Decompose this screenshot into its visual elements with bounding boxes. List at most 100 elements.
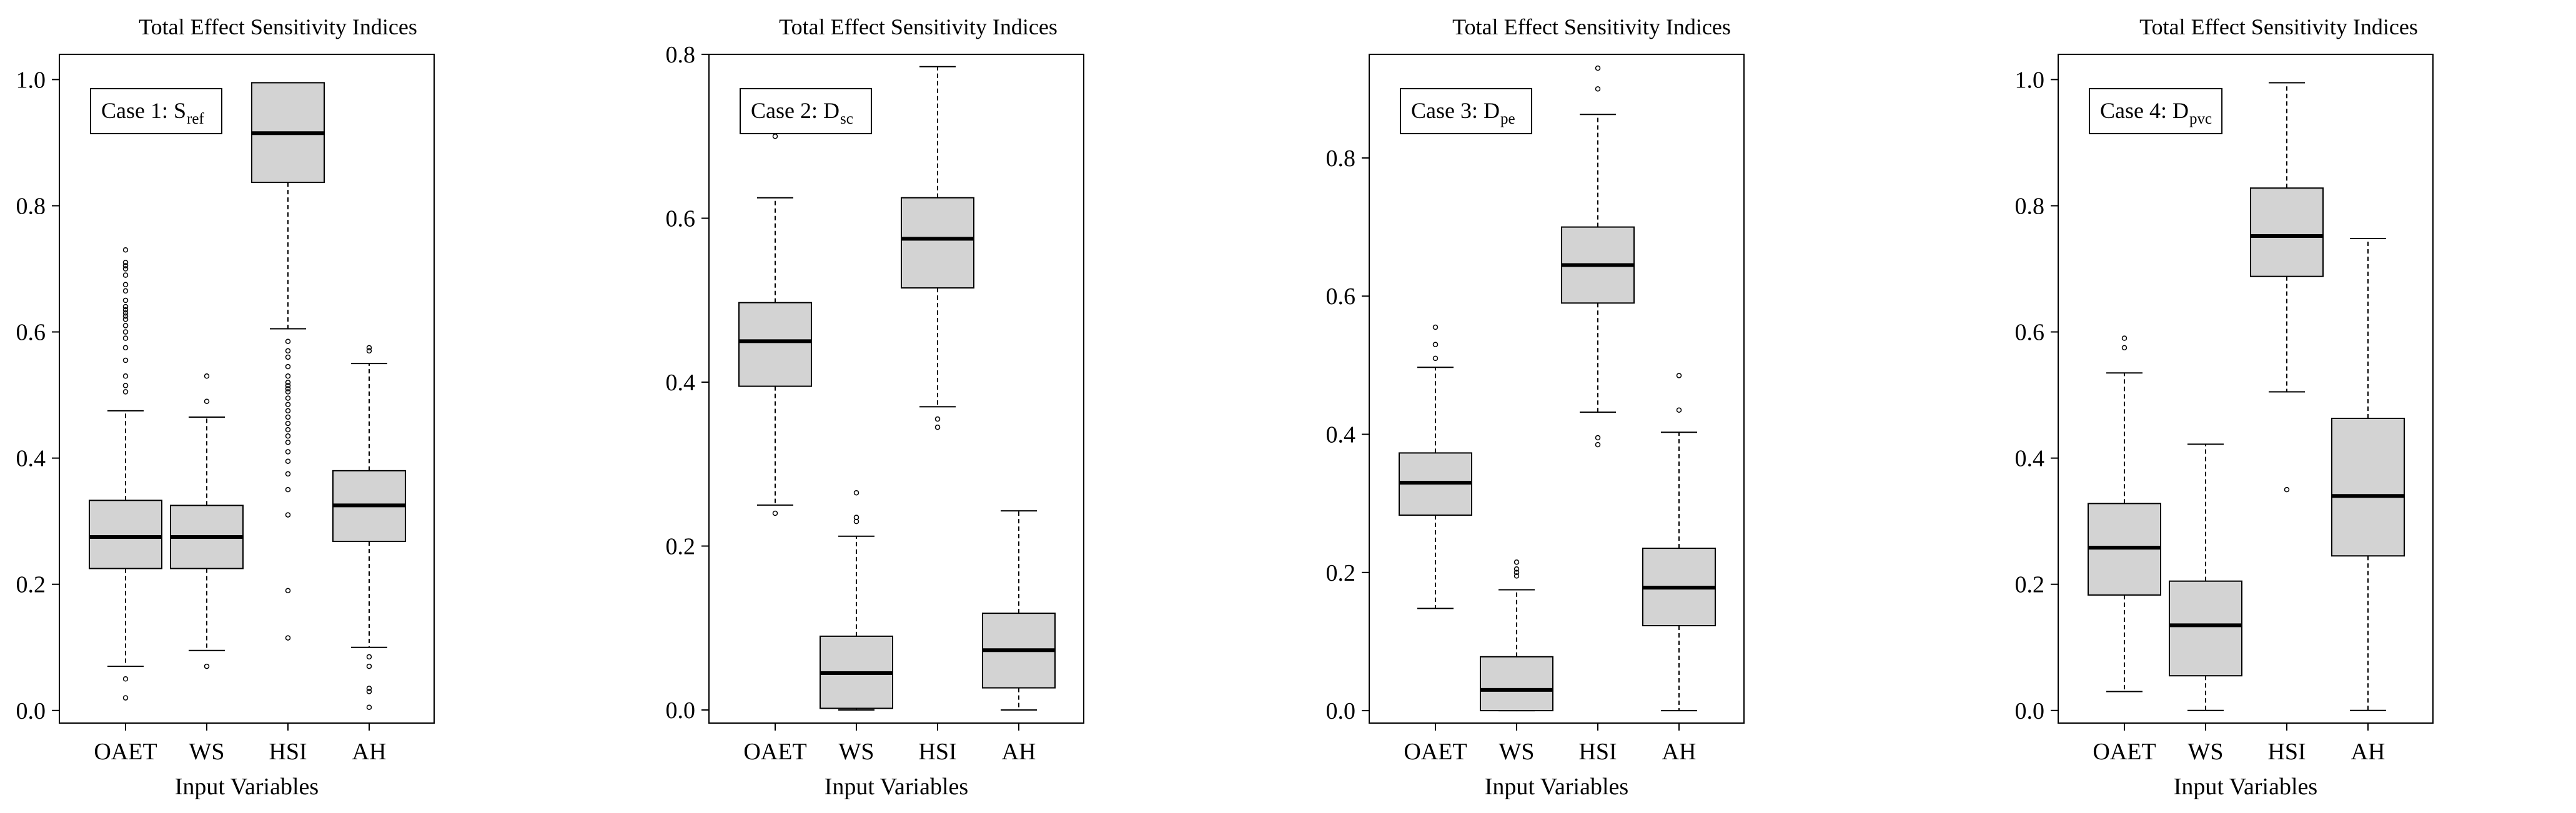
outlier-point [122, 272, 129, 278]
y-tick-label: 1.0 [2015, 67, 2045, 93]
outlier-point [285, 386, 291, 392]
outlier-point [1432, 324, 1439, 330]
box-ah [1642, 373, 1716, 712]
x-tick-label: WS [2188, 739, 2224, 765]
chart-title: Total Effect Sensitivity Indices [2139, 14, 2418, 39]
outlier-point [285, 373, 291, 379]
case-label-subscript: ref [187, 111, 204, 127]
y-tick-label: 0.2 [1326, 560, 1356, 586]
outlier-point [772, 134, 778, 139]
y-tick-label: 0.4 [1326, 422, 1356, 448]
outlier-point [366, 348, 372, 354]
box-hsi [2250, 82, 2324, 493]
chart-title: Total Effect Sensitivity Indices [139, 14, 417, 39]
x-tick-label: WS [839, 739, 874, 765]
x-axis-label: Input Variables [175, 774, 319, 800]
x-tick-label: WS [1499, 739, 1535, 765]
outlier-point [122, 383, 129, 388]
chart-title: Total Effect Sensitivity Indices [1452, 14, 1731, 39]
y-tick-label: 0.6 [2015, 320, 2045, 346]
outlier-point [1595, 86, 1601, 92]
x-tick-label: AH [1002, 739, 1036, 765]
plot-frame [2058, 54, 2434, 724]
outlier-point [285, 420, 291, 426]
outlier-point [1676, 373, 1682, 378]
outlier-point [366, 704, 372, 710]
iqr-box [89, 500, 162, 569]
x-tick-label: HSI [2267, 739, 2306, 765]
case-label-text: Case 3: D [1411, 98, 1500, 123]
y-tick-label: 0.2 [16, 572, 46, 598]
outlier-point [366, 689, 372, 694]
box-hsi [251, 82, 325, 641]
box-ah [332, 345, 406, 710]
outlier-point [285, 383, 291, 388]
y-tick-label: 0.0 [666, 697, 696, 724]
case-label-subscript: pvc [2189, 111, 2212, 127]
outlier-point [285, 408, 291, 414]
x-tick-label: OAET [2093, 739, 2156, 765]
case-label-text: Case 1: S [101, 98, 186, 123]
x-axis-label: Input Variables [825, 774, 968, 800]
box-oaet [2088, 335, 2161, 692]
outlier-point [1595, 435, 1601, 441]
outlier-point [285, 395, 291, 401]
y-tick-label: 0.6 [1326, 283, 1356, 310]
outlier-point [204, 398, 210, 404]
y-tick-label: 0.4 [16, 446, 46, 472]
y-tick-label: 0.6 [16, 320, 46, 346]
iqr-box [738, 302, 812, 387]
box-ws [170, 373, 244, 669]
plot-frame [708, 54, 1084, 724]
outlier-point [2121, 335, 2128, 341]
x-tick-label: WS [189, 739, 225, 765]
outlier-point [934, 416, 941, 422]
iqr-box [2169, 580, 2242, 677]
outlier-point [1676, 407, 1682, 413]
outlier-point [1432, 355, 1439, 362]
outlier-point [122, 313, 129, 319]
outlier-point [122, 282, 129, 288]
outlier-point [204, 663, 210, 669]
outlier-point [1432, 342, 1439, 347]
y-tick-label: 0.2 [2015, 572, 2045, 598]
outlier-point [122, 288, 129, 294]
outlier-point [285, 354, 291, 360]
outlier-point [122, 676, 129, 682]
outlier-point [1513, 569, 1520, 576]
outlier-point [1513, 559, 1520, 565]
box-hsi [1561, 65, 1635, 448]
case-label-subscript: pe [1500, 111, 1515, 127]
outlier-point [122, 335, 129, 341]
case-label-frame [1400, 88, 1532, 134]
iqr-box [901, 197, 974, 289]
box-oaet [738, 134, 812, 516]
x-axis-label: Input Variables [2174, 774, 2317, 800]
box-oaet [89, 247, 162, 701]
outlier-point [122, 263, 129, 269]
outlier-point [2121, 345, 2128, 351]
plot-frame [1369, 54, 1745, 724]
outlier-point [122, 317, 129, 322]
y-tick-label: 0.2 [666, 534, 696, 560]
chart-panel-4: Total Effect Sensitivity Indices 0.0 0.2 0.… [2015, 14, 2434, 800]
case-label-frame [740, 88, 872, 134]
plot-frame [59, 54, 435, 724]
outlier-point [285, 440, 291, 445]
y-tick-label: 1.0 [16, 67, 46, 93]
outlier-point [2284, 486, 2290, 493]
outlier-point [366, 654, 372, 660]
outlier-point [285, 635, 291, 641]
outlier-point [122, 303, 129, 310]
outlier-point [122, 260, 129, 265]
case-label-subscript: sc [840, 111, 853, 127]
box-ah [982, 510, 1056, 711]
y-tick-label: 0.0 [16, 698, 46, 724]
x-tick-label: AH [1662, 739, 1697, 765]
y-tick-label: 0.8 [666, 42, 696, 68]
outlier-point [122, 307, 129, 313]
outlier-point [285, 471, 291, 477]
